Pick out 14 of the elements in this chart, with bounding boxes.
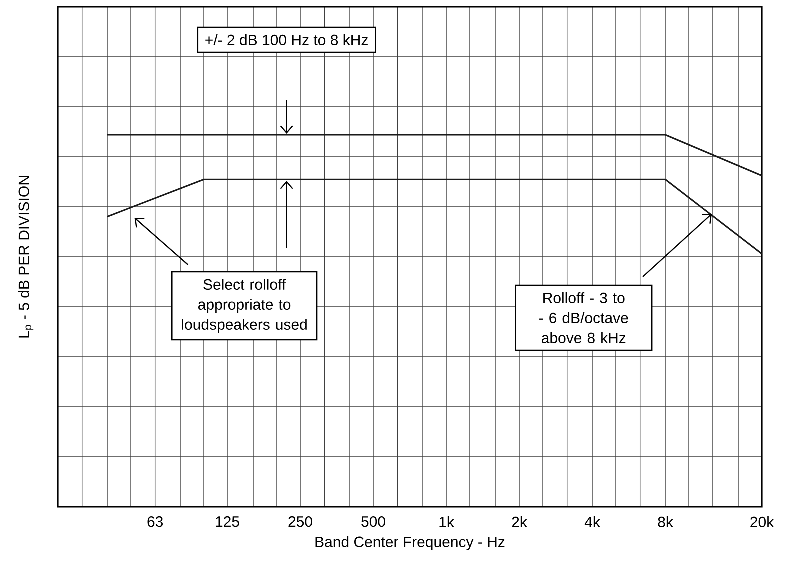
x-tick-label: 4k: [584, 516, 600, 528]
x-tick-label: 8k: [658, 516, 674, 528]
x-tick-label: 63: [148, 516, 164, 528]
x-tick-label: 20k: [750, 516, 774, 528]
x-tick-label: 1k: [440, 516, 454, 528]
x-tick-label: 500: [362, 516, 386, 528]
y-axis-title: L$_{p}$ - 5 dB PER DIVISION: [18, 176, 34, 338]
annotation: Rolloff - 3 to - 6 dB/octave above 8 kHz: [540, 292, 628, 344]
x-tick-label: 2k: [512, 516, 528, 528]
x-axis-title: Band Center Frequency - Hz: [316, 536, 505, 550]
text: +/- 2 dB 100 Hz to 8 kHz: [206, 34, 368, 46]
annotation: Select rolloff appropriate to loudspeakers used: [182, 279, 307, 333]
x-tick-label: 125: [216, 516, 240, 528]
x-tick-label: 250: [288, 516, 312, 528]
